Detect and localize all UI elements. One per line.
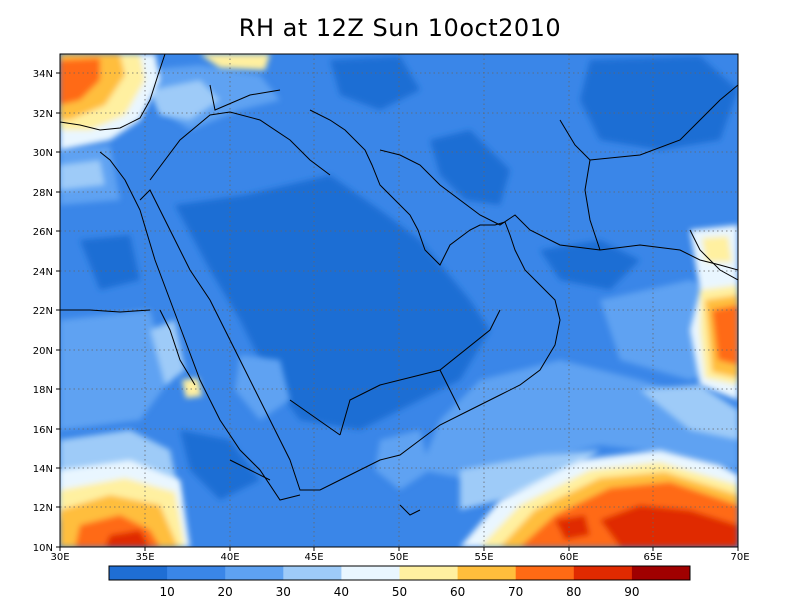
lon-labels: 30E 35E 40E 45E 50E 55E 60E 65E 70E xyxy=(50,552,749,563)
lon-label: 30E xyxy=(50,552,69,563)
colorbar-frame xyxy=(108,565,691,581)
colorbar-swatch xyxy=(631,566,691,580)
colorbar-label: 10 xyxy=(159,585,174,599)
lat-label: 24N xyxy=(33,267,53,278)
colorbar-swatch xyxy=(341,566,400,580)
colorbar-label: 90 xyxy=(624,585,639,599)
coastlines xyxy=(60,54,738,516)
lat-label: 20N xyxy=(33,346,53,357)
lon-label: 40E xyxy=(220,552,239,563)
rh-dark-zones xyxy=(80,56,738,500)
lon-label: 45E xyxy=(304,552,323,563)
lon-label: 50E xyxy=(389,552,408,563)
lat-lon-grid xyxy=(60,54,738,547)
lat-label: 30N xyxy=(33,148,53,159)
lat-label: 32N xyxy=(33,109,53,120)
colorbar-swatch xyxy=(457,566,517,580)
colorbar-label: 60 xyxy=(450,585,465,599)
lat-label: 22N xyxy=(33,306,53,317)
lat-label: 16N xyxy=(33,425,53,436)
lat-label: 28N xyxy=(33,188,53,199)
lon-label: 60E xyxy=(559,552,578,563)
lon-label: 70E xyxy=(730,552,749,563)
colorbar-swatch xyxy=(573,566,633,580)
colorbar-label: 70 xyxy=(508,585,523,599)
lat-label: 34N xyxy=(33,69,53,80)
colorbar-swatch xyxy=(515,566,575,580)
colorbar-label: 30 xyxy=(276,585,291,599)
lon-label: 65E xyxy=(643,552,662,563)
colorbar-label: 20 xyxy=(218,585,233,599)
lat-label: 18N xyxy=(33,385,53,396)
rh-sw-warm xyxy=(60,378,202,547)
colorbar-label: 40 xyxy=(334,585,349,599)
colorbar-label: 50 xyxy=(392,585,407,599)
colorbar: 10 20 30 40 50 60 70 80 90 xyxy=(108,565,691,599)
lat-label: 14N xyxy=(33,464,53,475)
colorbar-swatch xyxy=(399,566,459,580)
map-title: RH at 12Z Sun 10oct2010 xyxy=(238,14,562,42)
colorbar-swatch xyxy=(167,566,226,580)
lon-label: 35E xyxy=(135,552,154,563)
colorbar-label: 80 xyxy=(566,585,581,599)
lon-label: 55E xyxy=(474,552,493,563)
rh-se-warm xyxy=(460,450,738,547)
colorbar-swatch xyxy=(225,566,284,580)
colorbar-swatch xyxy=(283,566,342,580)
lat-label: 26N xyxy=(33,227,53,238)
lat-label: 10N xyxy=(33,543,53,554)
tick-marks xyxy=(56,72,739,551)
lat-label: 12N xyxy=(33,503,53,514)
lat-labels: 10N 12N 14N 16N 18N 20N 22N 24N 26N 28N … xyxy=(33,69,53,554)
colorbar-swatch xyxy=(109,566,168,580)
